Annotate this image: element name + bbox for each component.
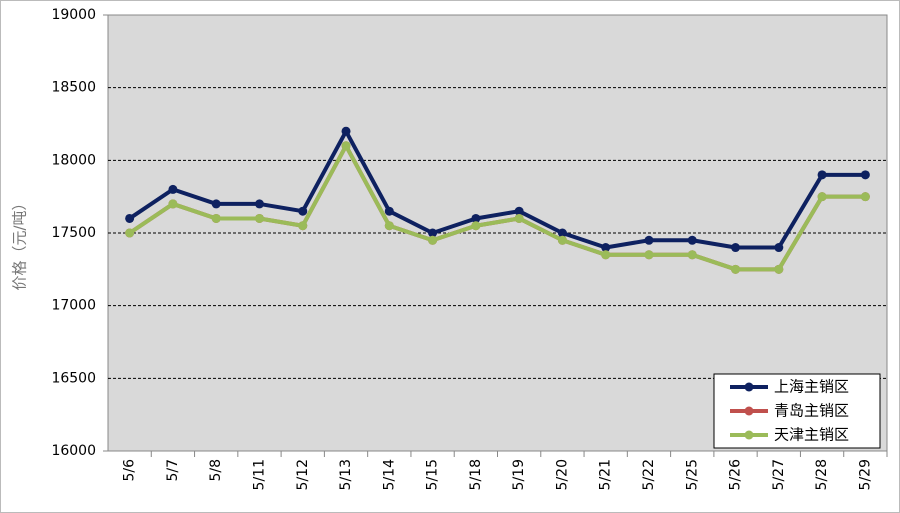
point bbox=[601, 250, 611, 260]
x-tick-label: 5/27 bbox=[771, 459, 787, 490]
x-tick-label: 5/13 bbox=[338, 459, 354, 490]
point bbox=[687, 235, 697, 245]
point bbox=[471, 221, 481, 231]
legend-label: 上海主销区 bbox=[774, 378, 849, 396]
x-tick-label: 5/20 bbox=[554, 459, 570, 490]
point bbox=[298, 206, 308, 216]
x-tick-label: 5/18 bbox=[468, 459, 484, 490]
legend-marker bbox=[744, 382, 754, 392]
legend-label: 天津主销区 bbox=[774, 426, 849, 444]
x-tick-label: 5/26 bbox=[728, 459, 744, 491]
point bbox=[384, 206, 394, 216]
x-tick-label: 5/25 bbox=[684, 459, 700, 490]
x-tick-label: 5/12 bbox=[295, 459, 311, 490]
point bbox=[384, 221, 394, 231]
point bbox=[860, 192, 870, 202]
x-tick-label: 5/19 bbox=[511, 459, 527, 490]
y-tick-label: 18000 bbox=[51, 152, 96, 168]
series-line bbox=[128, 129, 866, 250]
point bbox=[557, 228, 567, 238]
point bbox=[211, 199, 221, 209]
legend-marker bbox=[744, 406, 754, 416]
y-tick-label: 17000 bbox=[51, 298, 96, 314]
point bbox=[774, 264, 784, 274]
point bbox=[168, 199, 178, 209]
point bbox=[471, 213, 481, 223]
x-tick-label: 5/8 bbox=[208, 459, 224, 482]
series-line bbox=[128, 143, 866, 272]
x-tick-label: 5/21 bbox=[598, 459, 614, 490]
point bbox=[254, 213, 264, 223]
x-tick-label: 5/22 bbox=[641, 459, 657, 490]
x-tick-label: 5/14 bbox=[381, 459, 397, 491]
y-tick-label: 17500 bbox=[51, 225, 96, 241]
x-tick-label: 5/6 bbox=[122, 459, 138, 482]
point bbox=[860, 170, 870, 180]
point bbox=[687, 250, 697, 260]
point bbox=[514, 206, 524, 216]
point bbox=[125, 213, 135, 223]
point bbox=[428, 235, 438, 245]
point bbox=[168, 184, 178, 194]
point bbox=[817, 192, 827, 202]
point bbox=[601, 243, 611, 253]
point bbox=[125, 228, 135, 238]
x-tick-label: 5/15 bbox=[425, 459, 441, 490]
x-tick-label: 5/7 bbox=[165, 459, 181, 482]
legend-marker bbox=[744, 430, 754, 440]
y-axis-label: 价格（元/吨） bbox=[11, 195, 29, 290]
y-tick-label: 16000 bbox=[51, 443, 96, 459]
point bbox=[254, 199, 264, 209]
y-tick-label: 19000 bbox=[51, 7, 96, 23]
point bbox=[644, 250, 654, 260]
y-tick-label: 18500 bbox=[51, 80, 96, 96]
x-tick-label: 5/11 bbox=[251, 459, 267, 490]
y-tick-label: 16500 bbox=[51, 370, 96, 386]
x-tick-label: 5/28 bbox=[814, 459, 830, 490]
point bbox=[731, 264, 741, 274]
point bbox=[557, 235, 567, 245]
point bbox=[817, 170, 827, 180]
point bbox=[341, 141, 351, 151]
x-tick-label: 5/29 bbox=[857, 459, 873, 490]
point bbox=[341, 126, 351, 136]
point bbox=[211, 213, 221, 223]
point bbox=[514, 213, 524, 223]
legend-label: 青岛主销区 bbox=[774, 402, 849, 420]
point bbox=[428, 228, 438, 238]
point bbox=[644, 235, 654, 245]
point bbox=[731, 243, 741, 253]
point bbox=[298, 221, 308, 231]
point bbox=[774, 243, 784, 253]
